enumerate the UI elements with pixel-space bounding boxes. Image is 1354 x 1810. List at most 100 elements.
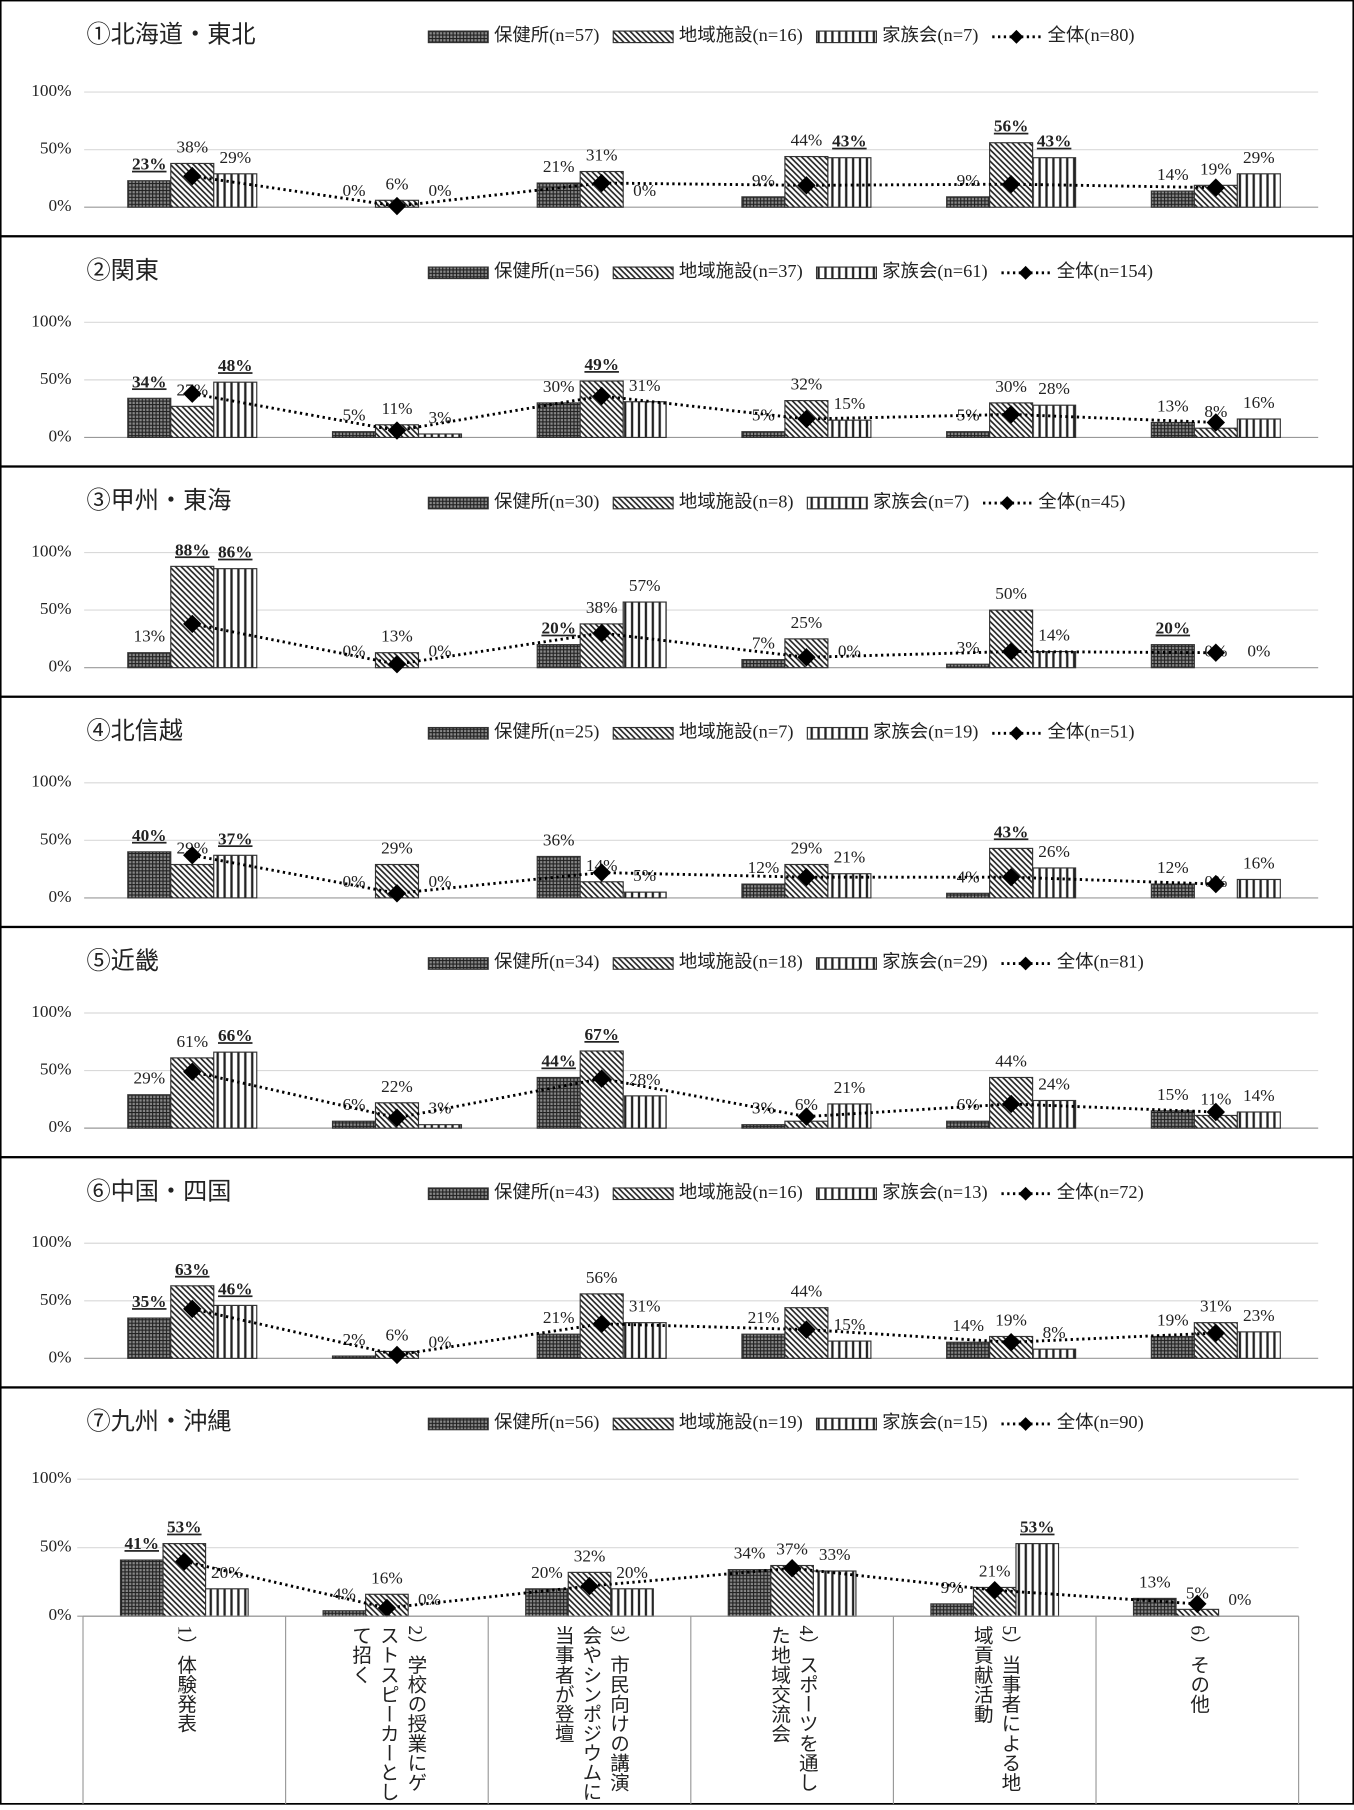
bar [946,663,991,669]
data-label: 31% [586,146,618,165]
bar [610,1588,654,1617]
bar [127,180,172,208]
data-label: 13% [381,627,413,646]
x-tick-label: 2）学校の授業にゲストスピーカーとして招く [348,1625,427,1802]
y-tick-label: 50% [40,1290,72,1309]
data-label: 13% [1139,1572,1171,1591]
bar [827,873,872,899]
legend-label: 保健所(n=43) [494,1182,599,1203]
category-wrap: 1）体験発表 [115,1625,253,1805]
bar [1032,404,1077,439]
bar [579,881,624,899]
data-label: 40% [132,826,167,845]
legend-label: 全体(n=72) [1057,1182,1144,1203]
data-label: 19% [1157,1310,1189,1329]
data-label: 53% [1020,1518,1055,1537]
y-tick-label: 0% [48,887,71,906]
data-label: 14% [1038,626,1070,645]
bar [827,1103,872,1129]
data-label: 21% [543,1308,575,1327]
category-box: 6）その他 [1187,1625,1209,1713]
line [191,1307,1216,1357]
bar [331,431,377,439]
y-tick-label: 50% [40,1060,72,1079]
y-tick-label: 100% [31,1468,71,1487]
bar [536,855,581,899]
bar [1236,418,1281,439]
category-box: 4）スポーツを通した地域交流会 [767,1625,818,1792]
panel-title: ⑥中国・四国 [86,1178,231,1205]
bar [741,431,786,439]
bar [331,1355,377,1359]
data-label: 16% [1243,853,1275,872]
bar [622,401,667,439]
x-tick-label: 4）スポーツを通した地域交流会 [767,1625,818,1792]
data-label: 56% [994,117,1028,136]
data-label: 20% [616,1563,648,1582]
data-label: 31% [629,376,661,395]
data-label: 36% [543,830,575,849]
data-label: 15% [834,1315,866,1334]
bar [536,1076,581,1129]
category-box: 3）市民向けの講演会やシンポジウムに当事者が登壇 [551,1625,629,1802]
data-label: 29% [219,148,251,167]
data-label: 0% [838,642,861,661]
data-label: 29% [791,839,823,858]
data-label: 0% [428,181,451,200]
legend-swatch [427,1187,489,1201]
data-label: 37% [776,1540,808,1559]
data-label: 43% [1037,132,1072,151]
bar [322,1610,367,1617]
line-marker [592,863,611,882]
data-label: 0% [342,872,365,891]
bar [622,891,667,899]
bar [213,1304,258,1359]
data-label: 19% [995,1310,1027,1329]
legend-label: 全体(n=45) [1038,491,1125,512]
bar [1015,1543,1060,1617]
legend-label: 全体(n=154) [1057,261,1153,282]
data-label: 88% [175,540,209,559]
line-marker [782,1559,802,1578]
bar [1150,883,1195,899]
line-marker [1188,1594,1207,1614]
data-label: 35% [132,1292,167,1311]
legend-swatch [612,496,674,510]
data-label: 43% [832,132,867,151]
bar [946,1341,991,1359]
bar [827,157,872,208]
legend-marker [1018,956,1033,971]
data-label: 0% [428,642,451,661]
line-marker [1206,178,1226,197]
legend-swatch [815,1187,877,1201]
data-label: 11% [1200,1089,1231,1108]
y-tick-label: 0% [48,426,71,445]
legend-label: 家族会(n=61) [882,261,987,282]
y-tick-label: 50% [40,829,72,848]
line-marker [1206,874,1226,894]
data-label: 44% [791,1282,823,1301]
x-tick-label: 3）市民向けの講演会やシンポジウムに当事者が登壇 [551,1625,629,1802]
line-marker [797,648,816,667]
bar [1032,157,1077,208]
data-label: 61% [176,1032,208,1051]
data-label: 5% [633,866,656,885]
data-label: 8% [1204,402,1227,421]
legend-label: 地域施設(n=16) [679,25,803,46]
x-tick-label: 1）体験発表 [173,1625,196,1734]
bar [946,431,991,439]
data-label: 57% [629,576,661,595]
data-label: 13% [1157,396,1189,415]
data-label: 29% [381,839,413,858]
legend-swatch [815,30,877,44]
legend-swatch [612,1187,674,1201]
legend-label: 保健所(n=57) [494,25,599,46]
legend-swatch [427,1417,489,1431]
panel-title: ⑦九州・沖縄 [86,1409,231,1436]
bar [213,854,258,899]
line-marker [1206,413,1226,432]
bar [1236,1331,1281,1359]
data-label: 9% [941,1578,964,1597]
